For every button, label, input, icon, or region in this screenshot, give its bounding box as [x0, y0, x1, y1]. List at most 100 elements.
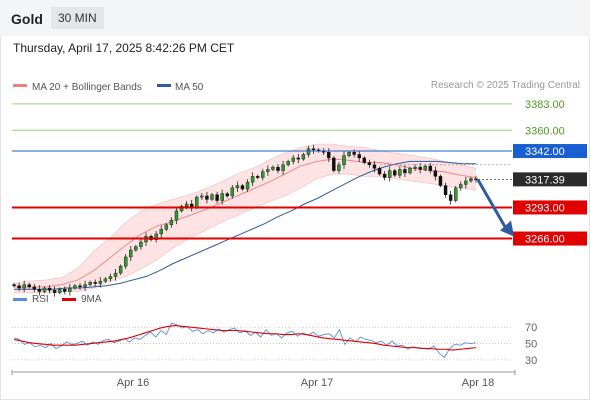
candle	[12, 284, 16, 287]
candle	[195, 196, 199, 208]
candle	[286, 161, 290, 166]
candle	[52, 290, 57, 293]
bollinger-upper-line	[13, 143, 477, 284]
timeframe-button[interactable]: 30 MIN	[51, 7, 104, 29]
candle	[301, 154, 306, 160]
candle	[179, 206, 184, 212]
bollinger-legend-label: MA 20 + Bollinger Bands	[32, 82, 142, 93]
support-level-badge	[513, 231, 587, 246]
rsi-line	[13, 322, 477, 359]
support-level-label: 3293.00	[525, 202, 565, 214]
symbol-title: Gold	[11, 11, 43, 27]
pivot-level-badge	[513, 144, 587, 159]
candle	[271, 166, 275, 170]
candle	[159, 229, 163, 235]
candle	[337, 164, 341, 171]
candle	[174, 210, 179, 221]
candle	[428, 165, 433, 171]
candle	[215, 194, 219, 201]
candle	[403, 169, 407, 174]
candle	[459, 184, 463, 189]
rsi-tick-label: 70	[525, 322, 537, 334]
candle	[443, 185, 448, 195]
candle	[88, 282, 92, 285]
candle	[17, 285, 21, 289]
candle	[108, 276, 113, 280]
candle	[205, 195, 209, 200]
support-level-badge	[513, 200, 587, 215]
forecast-arrow-shaft	[476, 179, 508, 230]
candle	[154, 233, 158, 240]
candle	[453, 187, 458, 201]
candle	[255, 176, 260, 178]
candle	[276, 166, 280, 171]
candle	[245, 181, 250, 190]
candle	[98, 280, 103, 284]
candle	[37, 289, 42, 292]
candle	[68, 287, 72, 292]
candle	[32, 286, 37, 290]
candle	[398, 169, 402, 176]
candle	[134, 246, 138, 251]
candle	[438, 176, 443, 186]
candle	[22, 284, 26, 289]
candle	[367, 162, 372, 166]
ma50-legend-label: MA 50	[175, 82, 204, 93]
candle	[408, 168, 412, 174]
candle	[357, 154, 361, 159]
candle	[311, 148, 316, 151]
candle	[382, 173, 387, 178]
pivot-level-label: 3342.00	[525, 146, 565, 158]
candle	[103, 278, 108, 282]
last-price-label: 3317.39	[525, 174, 565, 186]
candle	[78, 285, 82, 288]
rsi-legend-swatch	[13, 298, 27, 301]
candle	[47, 287, 52, 291]
candle	[332, 157, 336, 171]
candle	[347, 151, 351, 156]
x-axis-label: Apr 16	[117, 377, 149, 389]
candle	[57, 289, 62, 293]
chart-header: Gold 30 MIN	[0, 0, 590, 36]
candle	[433, 170, 438, 177]
candle	[164, 224, 169, 230]
resistance-level-label: 3360.00	[525, 125, 565, 137]
rsi-legend-label: RSI	[32, 294, 49, 305]
candle	[464, 180, 468, 185]
candle	[42, 287, 47, 292]
candle	[291, 157, 295, 162]
candle	[184, 203, 189, 207]
rsi-ma-legend-swatch	[62, 298, 76, 301]
ma20-line	[14, 158, 477, 288]
candle	[123, 256, 128, 267]
resistance-level-label: 3383.00	[525, 99, 565, 111]
ma50-legend-swatch	[157, 84, 171, 87]
candle	[362, 157, 367, 163]
rsi-ma-line	[13, 325, 477, 351]
candle	[413, 166, 417, 169]
ma50-line	[14, 160, 476, 290]
candle	[169, 219, 174, 225]
candle	[327, 151, 331, 159]
candle	[93, 282, 97, 284]
candle	[27, 284, 31, 288]
x-axis-label: Apr 17	[301, 377, 333, 389]
candle	[352, 151, 356, 155]
candle	[296, 157, 301, 160]
forecast-arrow-head	[500, 220, 514, 237]
last-price-badge	[513, 172, 587, 187]
bollinger-legend-swatch	[13, 84, 27, 87]
candle	[372, 164, 377, 169]
bollinger-lower-line	[14, 173, 477, 294]
rsi-ma-legend-label: 9MA	[81, 294, 102, 305]
candle	[63, 289, 67, 292]
timestamp: Thursday, April 17, 2025 8:42:26 PM CET	[13, 41, 235, 55]
candle	[393, 170, 397, 176]
candle	[469, 178, 473, 182]
x-axis-label: Apr 18	[462, 377, 494, 389]
candle	[220, 193, 224, 201]
candle	[235, 185, 240, 189]
source-credit: Research © 2025 Trading Central	[430, 80, 580, 91]
candle	[113, 272, 118, 277]
